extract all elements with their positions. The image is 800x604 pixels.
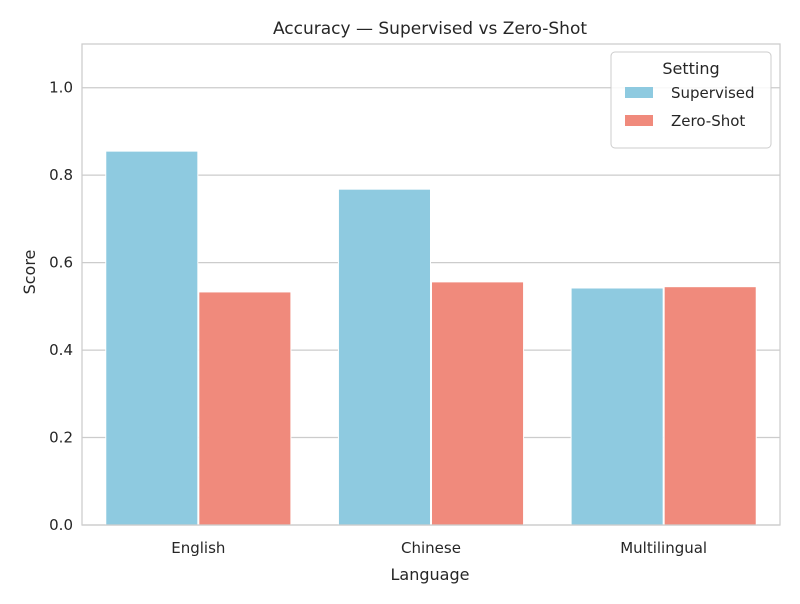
x-tick-label: Multilingual: [620, 539, 707, 557]
legend-label-supervised: Supervised: [671, 84, 755, 102]
bar-supervised-english: [105, 150, 199, 526]
legend-label-zero-shot: Zero-Shot: [671, 112, 745, 130]
x-tick-label: English: [171, 539, 225, 557]
legend: Setting Supervised Zero-Shot: [610, 51, 772, 149]
legend-title: Setting: [662, 59, 719, 78]
plot-frame: [81, 43, 781, 526]
bars: [105, 150, 757, 526]
y-tick-label: 1.0: [49, 79, 73, 97]
y-tick-label: 0.4: [49, 341, 73, 359]
y-tick-labels: 0.0 0.2 0.4 0.6 0.8 1.0: [49, 79, 73, 534]
bar-supervised-multilingual: [570, 287, 664, 526]
bar-zero-shot-chinese: [431, 281, 525, 526]
y-tick-label: 0.2: [49, 429, 73, 447]
y-tick-label: 0.6: [49, 254, 73, 272]
x-tick-labels: English Chinese Multilingual: [171, 539, 707, 557]
x-tick-label: Chinese: [401, 539, 461, 557]
chart-title: Accuracy — Supervised vs Zero-Shot: [273, 19, 587, 39]
y-tick-label: 0.8: [49, 166, 73, 184]
bar-supervised-chinese: [337, 188, 431, 526]
legend-swatch-supervised: [625, 87, 653, 98]
y-axis-label: Score: [20, 250, 39, 295]
y-tick-label: 0.0: [49, 516, 73, 534]
legend-swatch-zero-shot: [625, 115, 653, 126]
bar-zero-shot-multilingual: [663, 286, 757, 526]
bar-zero-shot-english: [198, 291, 292, 526]
x-axis-label: Language: [391, 565, 470, 584]
